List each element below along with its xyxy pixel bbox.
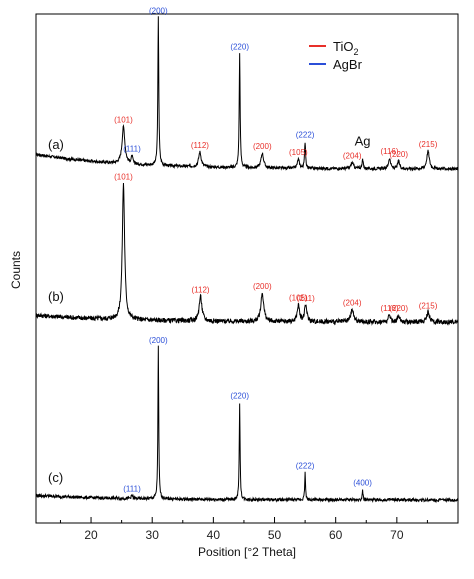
plot-frame <box>35 13 459 524</box>
peak-label: (111) <box>123 144 141 153</box>
peak-label: (220) <box>230 391 249 400</box>
peak-label: (116) <box>380 147 398 156</box>
legend-label-agbr: AgBr <box>333 57 363 72</box>
x-axis-title: Position [°2 Theta] <box>198 545 296 559</box>
peak-label: (222) <box>296 130 315 139</box>
peak-label: (200) <box>149 6 168 15</box>
x-tick-label: 50 <box>268 528 282 542</box>
peak-label: (400) <box>353 478 372 487</box>
peak-label: (220) <box>230 43 249 52</box>
peak-label: (105) <box>289 294 308 303</box>
peak-label: (211) <box>297 294 315 303</box>
x-tick-label: 60 <box>329 528 343 542</box>
sample-label: (b) <box>48 289 64 304</box>
x-tick-label: 30 <box>146 528 160 542</box>
peak-label: (200) <box>253 142 272 151</box>
xrd-traces <box>35 16 459 504</box>
peak-label: (200) <box>253 282 272 291</box>
peak-label: (112) <box>191 141 209 150</box>
peak-label: (222) <box>296 461 315 470</box>
x-axis-ticks: 20 30 40 50 60 70 <box>59 517 428 542</box>
peak-label: (204) <box>343 152 362 161</box>
sample-label: (c) <box>48 470 63 485</box>
trace-1 <box>35 183 459 326</box>
trace-2 <box>35 345 459 504</box>
trace-0 <box>35 16 459 172</box>
x-tick-label: 20 <box>84 528 98 542</box>
y-axis-title: Counts <box>9 251 23 289</box>
peak-label: (101) <box>114 173 133 182</box>
peak-label: (112) <box>191 285 209 294</box>
peak-label: (101) <box>114 116 133 125</box>
peak-label: (215) <box>419 301 438 310</box>
peak-label: (105) <box>289 148 308 157</box>
peak-label: (220) <box>389 150 408 159</box>
peak-label: (220) <box>389 304 408 313</box>
peak-label: (215) <box>419 140 438 149</box>
peak-labels: (a)(101)(111)(200)(112)(220)(200)(105)(2… <box>48 6 438 493</box>
legend: TiO2 AgBr <box>309 39 363 72</box>
peak-label: (200) <box>149 336 168 345</box>
peak-label: (116) <box>380 304 398 313</box>
peak-label: (204) <box>343 299 362 308</box>
sample-label: (a) <box>48 137 64 152</box>
peak-label: (111) <box>123 484 141 493</box>
x-tick-label: 40 <box>207 528 221 542</box>
x-tick-label: 70 <box>390 528 404 542</box>
legend-label-tio2: TiO2 <box>333 39 358 57</box>
peak-label: Ag <box>355 134 371 149</box>
